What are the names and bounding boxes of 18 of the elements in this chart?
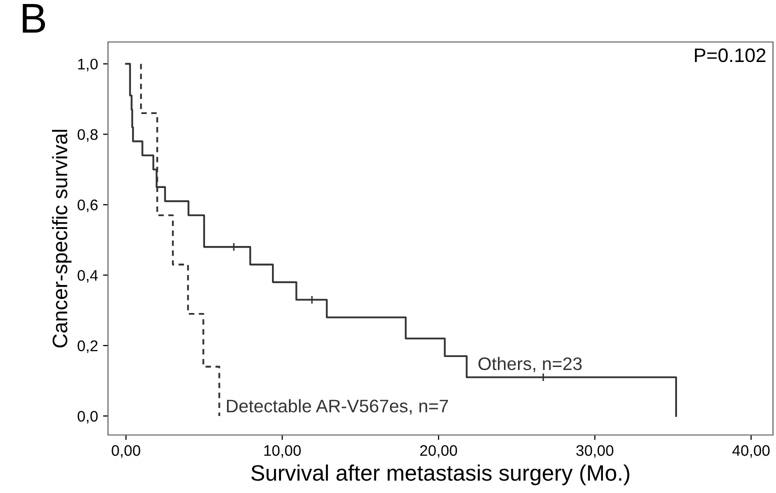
x-tick-label: 40,00 (732, 445, 770, 458)
y-tick-label: 1,0 (78, 58, 98, 72)
y-tick-label: 0,6 (78, 200, 98, 212)
y-tick-label: 0,4 (78, 270, 98, 283)
x-tick-label: 10,00 (264, 445, 301, 458)
series-label: Detectable AR-V567es, n=7 (227, 399, 448, 415)
annotation: P=0.102 (694, 48, 766, 62)
y-tick-label: 0,8 (78, 129, 98, 142)
x-tick-label: 30,00 (576, 445, 614, 458)
chart-title: B (22, 4, 45, 33)
x-tick-label: 20,00 (420, 445, 458, 458)
y-tick-label: 0,2 (78, 340, 98, 354)
series-label: Others, n=23 (478, 356, 582, 372)
x-tick-label: 0,00 (112, 445, 140, 458)
y-tick-label: 0,0 (78, 410, 98, 424)
point (229, 242, 238, 252)
y-axis-title: Cancer-specific survival (52, 130, 72, 348)
x-axis-title: Survival after metastasis surgery (Mo.) (251, 464, 630, 486)
